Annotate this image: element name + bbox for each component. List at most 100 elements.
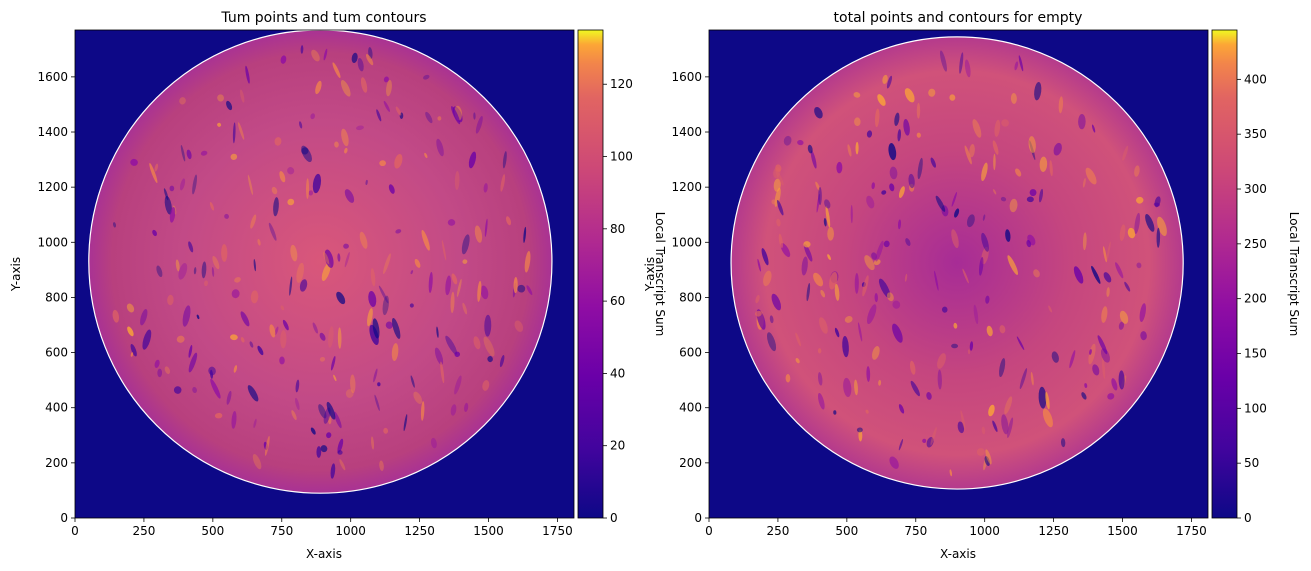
- texture-blob: [833, 410, 837, 415]
- y-tick-label: 1400: [37, 125, 68, 139]
- texture-blob: [327, 415, 332, 425]
- texture-blob: [769, 315, 774, 324]
- texture-blob: [1106, 287, 1110, 298]
- texture-blob: [853, 92, 861, 98]
- texture-blob: [1157, 216, 1167, 237]
- texture-blob: [874, 292, 878, 303]
- texture-blob: [1009, 198, 1018, 213]
- texture-blob: [282, 319, 289, 331]
- texture-blob: [186, 149, 192, 160]
- texture-blob: [935, 195, 946, 212]
- texture-blob: [949, 94, 956, 101]
- texture-blob: [818, 372, 823, 386]
- texture-blob: [905, 238, 911, 246]
- texture-blob: [1089, 349, 1092, 355]
- texture-blob: [954, 208, 960, 218]
- texture-blob: [882, 74, 888, 84]
- texture-blob: [810, 150, 817, 169]
- texture-blob: [409, 303, 414, 308]
- x-tick-label: 1500: [1107, 524, 1138, 538]
- texture-blob: [344, 251, 350, 268]
- texture-blob: [1001, 414, 1009, 435]
- texture-blob: [334, 141, 339, 148]
- texture-blob: [967, 349, 971, 355]
- texture-blob: [500, 174, 506, 192]
- texture-blob: [1127, 227, 1136, 239]
- texture-blob: [926, 392, 932, 400]
- texture-blob: [795, 332, 801, 347]
- texture-blob: [898, 404, 905, 414]
- texture-blob: [761, 248, 769, 266]
- texture-blob: [819, 317, 828, 334]
- texture-blob: [854, 117, 861, 127]
- texture-blob: [964, 59, 971, 78]
- texture-blob: [480, 285, 489, 300]
- texture-blob: [247, 174, 253, 195]
- texture-blob: [766, 332, 777, 352]
- texture-blob: [326, 401, 336, 420]
- texture-blob: [230, 153, 238, 160]
- texture-blob: [867, 304, 877, 325]
- texture-blob: [369, 324, 379, 346]
- texture-blob: [323, 48, 328, 61]
- texture-blob: [1134, 165, 1140, 177]
- texture-blob: [319, 356, 326, 362]
- texture-blob: [1007, 255, 1019, 275]
- texture-blob: [226, 390, 232, 405]
- texture-blob: [1119, 224, 1126, 241]
- texture-blob: [345, 389, 354, 398]
- texture-blob: [337, 327, 342, 349]
- texture-blob: [392, 317, 401, 339]
- texture-blob: [1081, 392, 1087, 400]
- y-axis-label: Y-axis: [643, 257, 657, 292]
- texture-blob: [473, 336, 481, 350]
- texture-blob: [951, 191, 957, 207]
- chart-title: total points and contours for empty: [834, 10, 1083, 26]
- texture-blob: [1101, 357, 1106, 379]
- texture-blob: [517, 284, 526, 293]
- tissue-heatmap: [88, 29, 553, 494]
- texture-blob: [296, 262, 305, 283]
- texture-blob: [855, 141, 859, 155]
- y-tick-label: 0: [694, 511, 702, 525]
- texture-blob: [201, 261, 207, 279]
- texture-blob: [413, 391, 423, 404]
- texture-blob: [291, 410, 297, 421]
- texture-blob: [843, 377, 852, 397]
- texture-blob: [881, 190, 887, 195]
- texture-blob: [773, 178, 781, 192]
- texture-blob: [886, 292, 894, 302]
- texture-blob: [253, 418, 257, 429]
- texture-blob: [394, 153, 403, 169]
- texture-blob: [1026, 196, 1034, 203]
- texture-blob: [179, 97, 186, 105]
- texture-blob: [299, 121, 303, 129]
- texture-blob: [373, 368, 378, 383]
- texture-blob: [865, 409, 869, 414]
- colorbar-tick-label: 150: [1244, 347, 1267, 361]
- texture-blob: [388, 184, 395, 194]
- colorbar-tick-label: 120: [610, 77, 633, 91]
- texture-blob: [992, 140, 999, 155]
- texture-blob: [379, 160, 386, 167]
- texture-blob: [403, 414, 408, 432]
- texture-blob: [829, 271, 838, 290]
- texture-blob: [280, 55, 287, 64]
- texture-blob: [247, 385, 259, 402]
- texture-blob: [440, 361, 445, 384]
- texture-blob: [176, 335, 185, 343]
- x-tick-label: 1250: [1038, 524, 1069, 538]
- texture-blob: [1019, 368, 1028, 390]
- texture-blob: [268, 222, 277, 241]
- texture-blob: [916, 102, 921, 119]
- texture-blob: [330, 463, 336, 479]
- texture-blob: [1156, 227, 1161, 248]
- texture-blob: [1122, 145, 1129, 161]
- texture-blob: [1049, 160, 1053, 177]
- texture-blob: [445, 335, 458, 355]
- texture-blob: [1030, 372, 1034, 386]
- texture-blob: [1154, 196, 1161, 208]
- texture-blob: [374, 394, 380, 411]
- texture-blob: [230, 334, 238, 341]
- y-axis-ticks: 0 200 400 600 800 1000 1200 1400 1600: [37, 70, 75, 525]
